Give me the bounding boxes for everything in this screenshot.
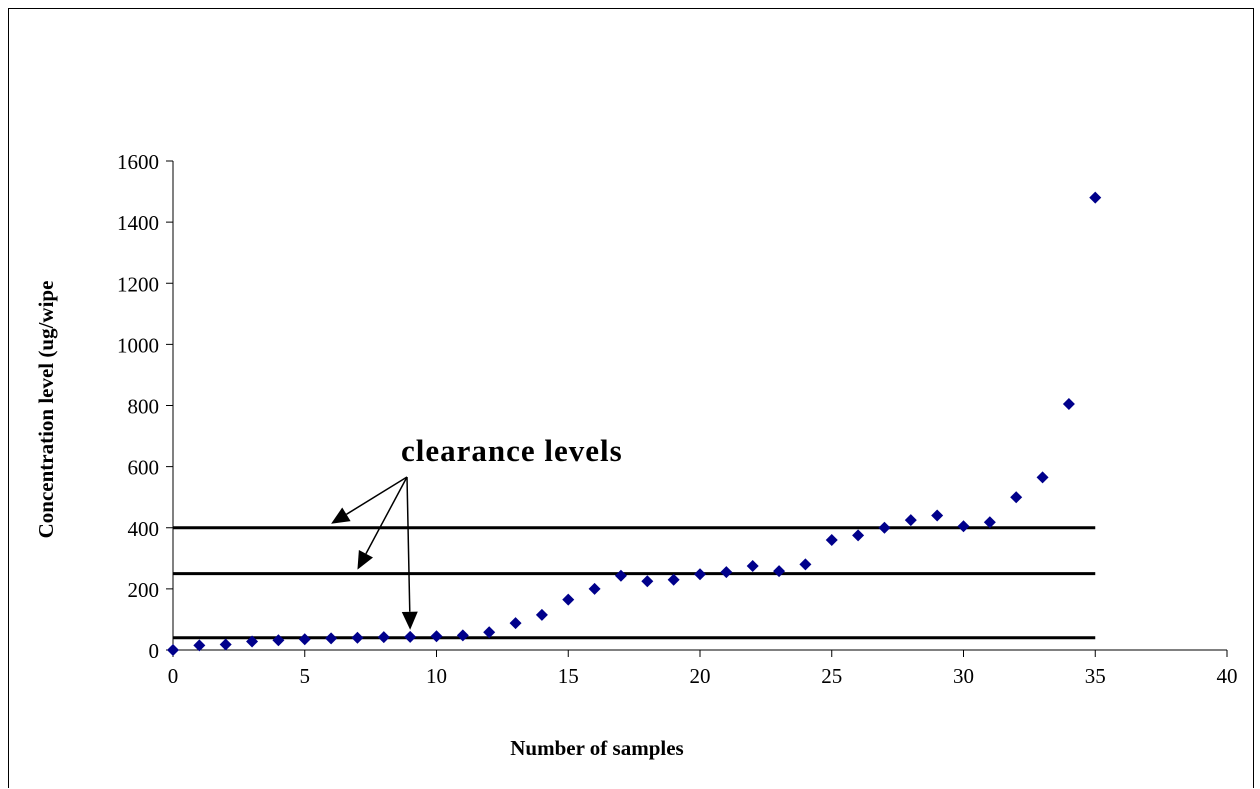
annotation-arrowhead <box>357 549 373 570</box>
x-tick-label: 25 <box>821 664 842 688</box>
data-point <box>404 630 417 643</box>
data-point <box>272 634 285 647</box>
x-tick-label: 30 <box>953 664 974 688</box>
data-point <box>878 521 891 534</box>
annotation-clearance-levels: clearance levels <box>401 433 623 468</box>
x-tick-label: 15 <box>558 664 579 688</box>
data-point <box>825 533 838 546</box>
y-axis-title: Concentration level (ug/wipe <box>34 281 58 539</box>
data-point <box>614 569 627 582</box>
data-point <box>219 638 232 651</box>
data-point <box>193 639 206 652</box>
data-point <box>1062 397 1075 410</box>
data-point <box>694 568 706 581</box>
data-point <box>641 575 654 588</box>
annotation-arrowhead <box>331 507 351 524</box>
data-point <box>325 632 338 645</box>
data-point <box>983 516 996 529</box>
y-tick-label: 1200 <box>117 272 159 296</box>
scatter-chart: 0 200 400 600 800 1000 1200 1400 1600 0 5 10 15 20 25 3… <box>34 150 1238 760</box>
data-point <box>773 565 786 578</box>
y-tick-label: 800 <box>128 395 160 419</box>
data-point <box>931 509 944 522</box>
data-point <box>957 520 970 533</box>
data-point <box>746 559 759 572</box>
data-point <box>483 626 496 639</box>
data-point <box>509 617 522 630</box>
data-point <box>1036 471 1049 484</box>
data-point <box>667 573 680 586</box>
data-point <box>430 630 443 643</box>
clearance-level-lines <box>173 526 1096 640</box>
data-point <box>799 558 812 571</box>
x-tick-label: 40 <box>1217 664 1238 688</box>
data-point <box>562 593 575 606</box>
data-point <box>904 514 917 527</box>
y-tick-label: 400 <box>128 517 160 541</box>
data-point <box>1089 191 1102 204</box>
x-tick-label: 0 <box>168 664 179 688</box>
y-tick-label: 1600 <box>117 150 159 174</box>
annotation-arrow-line <box>365 476 408 555</box>
data-point <box>456 629 469 642</box>
annotation-group: clearance levels <box>331 433 623 630</box>
annotation-arrow-line <box>346 476 408 515</box>
data-point <box>1010 491 1023 504</box>
data-point <box>246 635 259 648</box>
data-point <box>167 644 179 656</box>
annotation-arrow-line <box>406 476 411 612</box>
y-tick-label: 600 <box>128 456 160 480</box>
data-point <box>535 608 548 621</box>
data-point <box>298 633 311 646</box>
annotation-arrowhead <box>401 611 418 630</box>
y-tick-label: 1000 <box>117 333 159 357</box>
data-point <box>351 631 364 644</box>
data-points <box>167 191 1102 656</box>
x-tick-label: 10 <box>426 664 447 688</box>
data-point <box>852 529 865 542</box>
y-tick-label: 0 <box>149 639 160 663</box>
x-axis-title: Number of samples <box>510 736 683 760</box>
data-point <box>720 566 733 579</box>
y-tick-label: 1400 <box>117 211 159 235</box>
chart-frame: 0 200 400 600 800 1000 1200 1400 1600 0 5 10 15 20 25 3… <box>8 8 1254 788</box>
x-tick-label: 20 <box>690 664 711 688</box>
x-tick-label: 35 <box>1085 664 1106 688</box>
data-point <box>377 631 390 644</box>
data-point <box>588 582 601 595</box>
y-tick-label: 200 <box>128 578 160 602</box>
x-tick-label: 5 <box>300 664 311 688</box>
axes: 0 200 400 600 800 1000 1200 1400 1600 0 5 10 15 20 25 3… <box>117 150 1238 688</box>
